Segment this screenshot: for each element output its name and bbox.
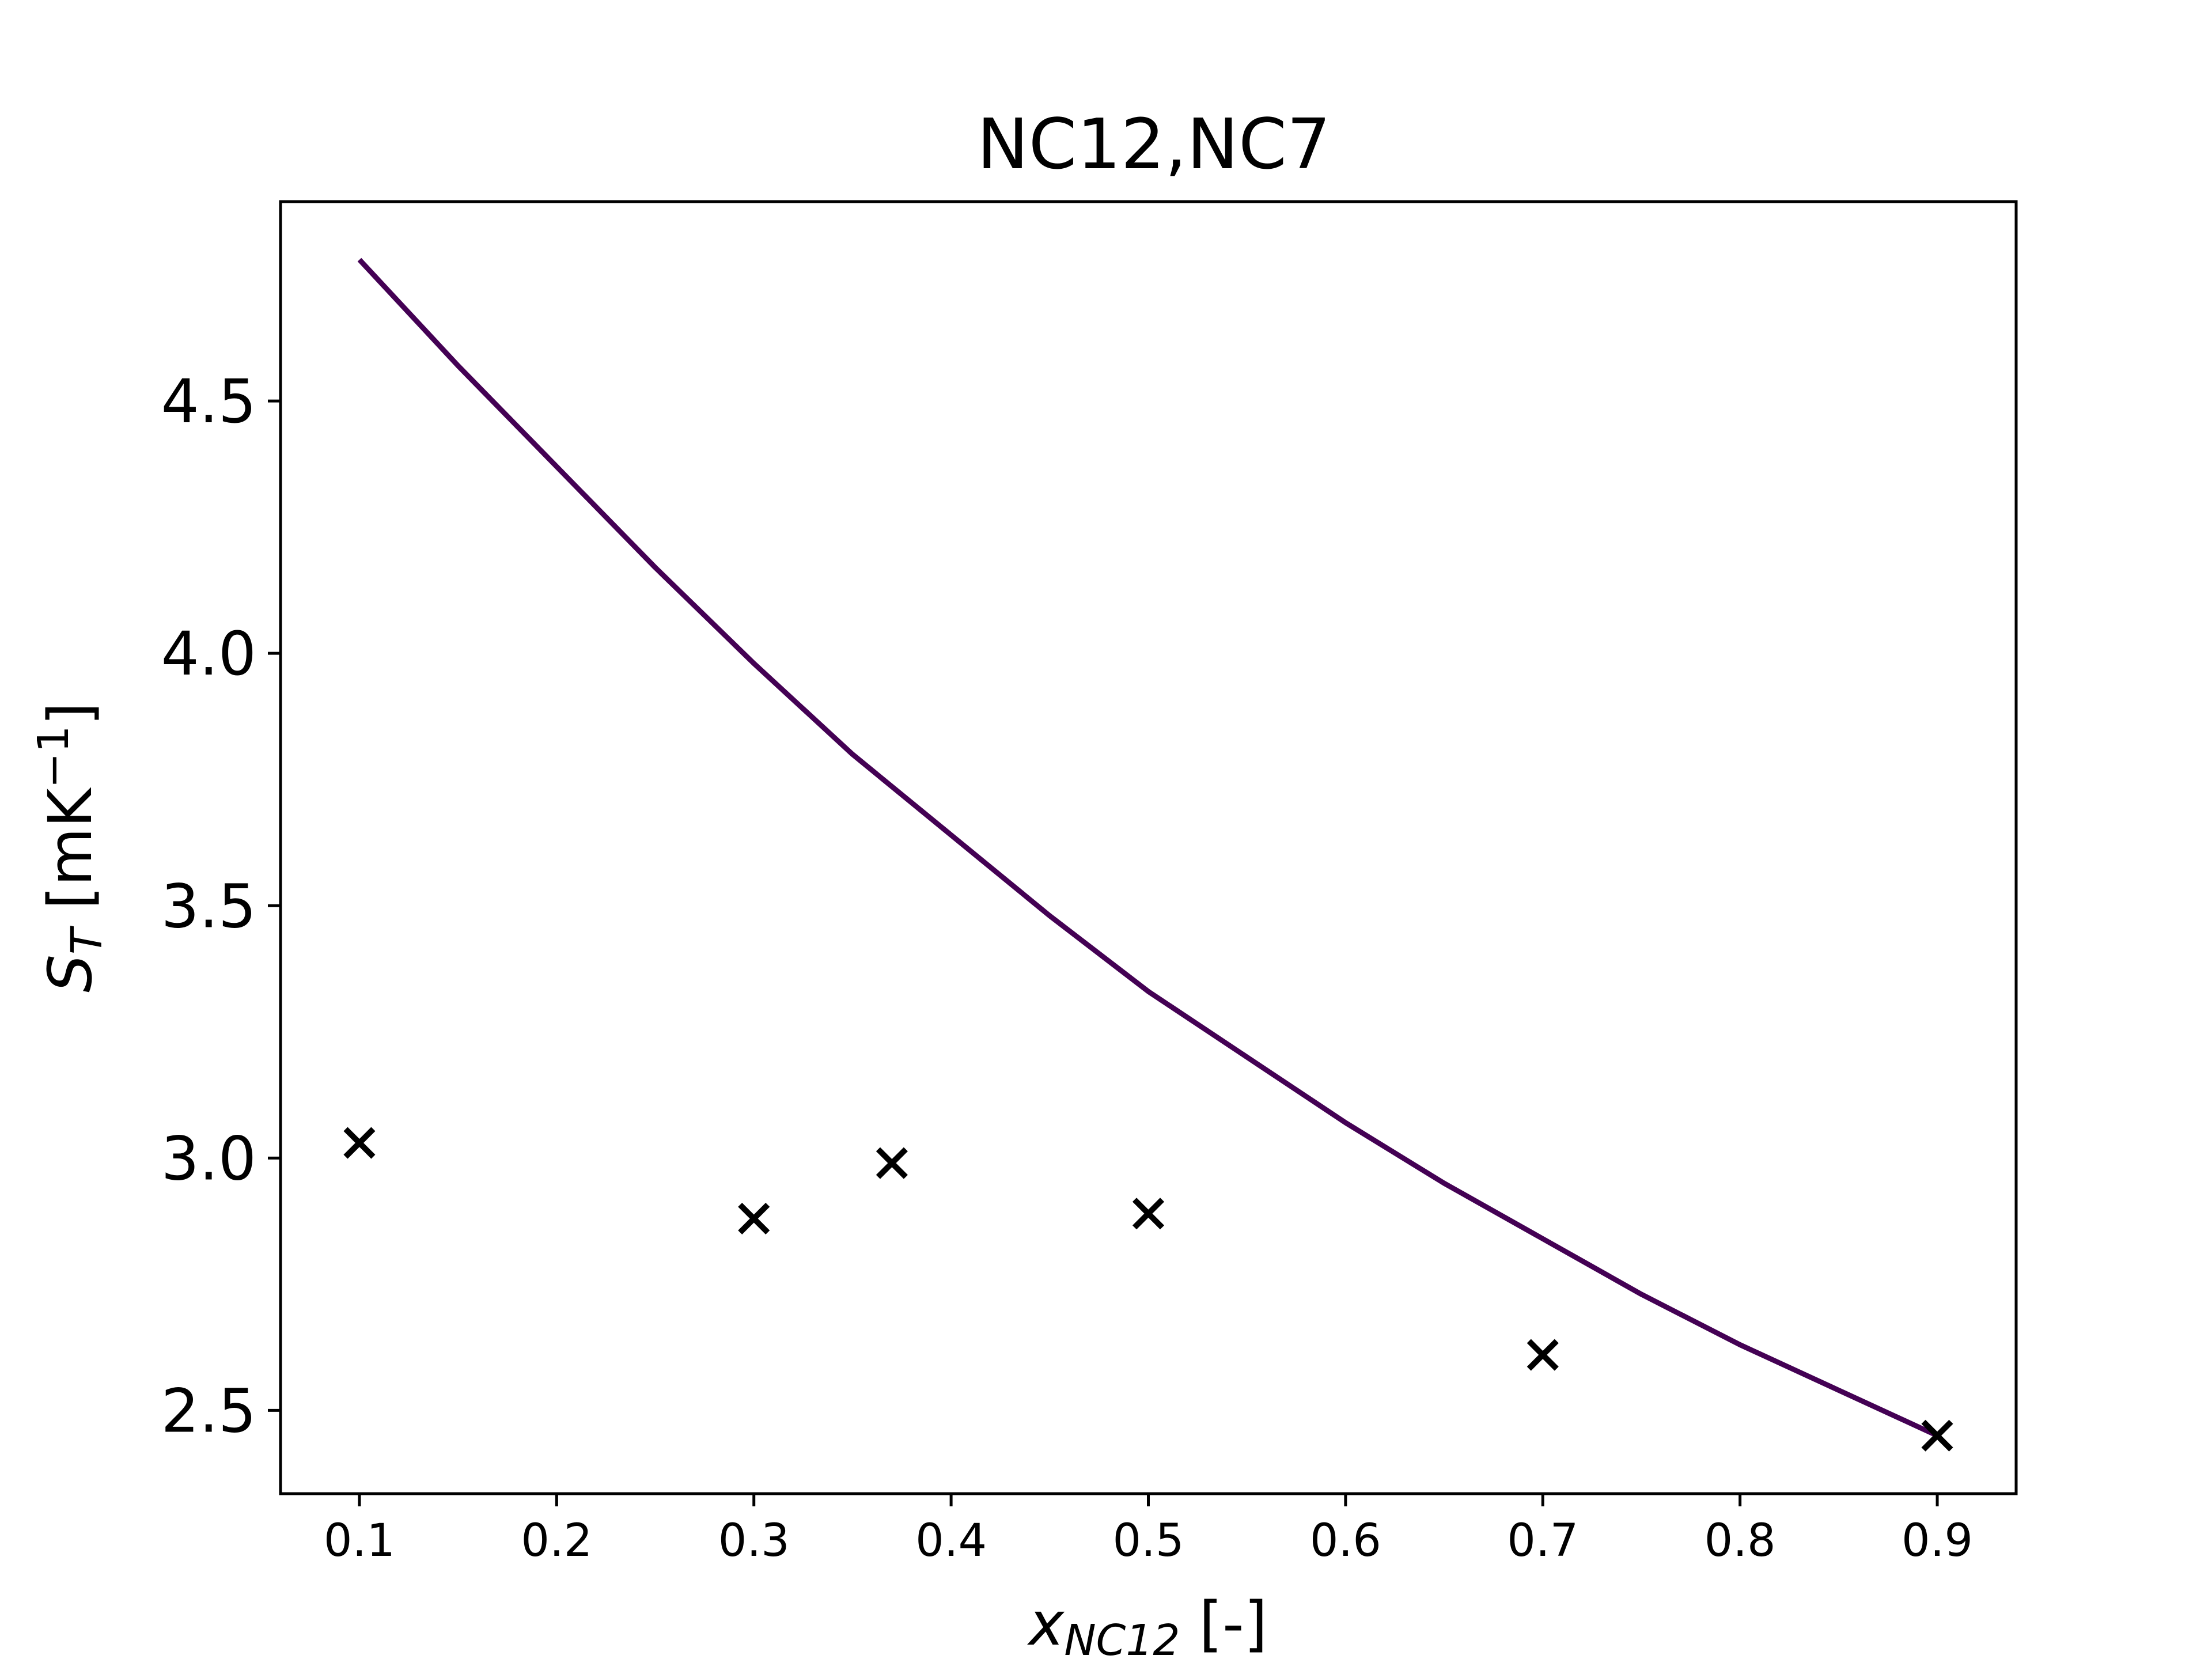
data-point-marker: [1527, 1339, 1559, 1371]
y-tick-label: 4.0: [161, 619, 256, 689]
y-axis-label-base: S: [35, 955, 105, 993]
y-axis-label-unit-close: ]: [35, 702, 105, 726]
series-layer: [343, 257, 1953, 1452]
x-tick-label: 0.7: [1507, 1515, 1578, 1567]
y-axis-label-unit-open: [mK: [35, 787, 105, 929]
plot-frame: [279, 200, 2018, 1495]
data-point-marker: [738, 1202, 770, 1235]
chart-title: NC12,NC7: [977, 105, 1331, 185]
x-axis-label-base: x: [1027, 1589, 1065, 1659]
data-point-marker: [876, 1147, 908, 1179]
data-point-marker: [1132, 1198, 1165, 1230]
y-axis-label-subscript: T: [62, 925, 112, 955]
y-tick-label: 3.5: [161, 871, 256, 941]
x-tick-label: 0.2: [521, 1515, 592, 1567]
y-tick-label: 4.5: [161, 366, 256, 437]
model-line: [357, 257, 1938, 1438]
y-axis-label: ST [mK−1]: [29, 702, 112, 993]
x-tick-label: 0.4: [915, 1515, 987, 1567]
x-axis-label-subscript: NC12: [1064, 1616, 1180, 1659]
x-tick-label: 0.3: [718, 1515, 790, 1567]
tick-layer: 0.1 0.2 0.3 0.4 0.5 0.6 0.7 0.8 0.9 2.5 3.0 3.5 4.0 4…: [161, 366, 1973, 1567]
x-tick-label: 0.9: [1902, 1515, 1973, 1567]
y-tick-label: 3.0: [161, 1123, 256, 1194]
x-tick-label: 0.8: [1705, 1515, 1776, 1567]
x-axis-label-suffix: [-]: [1180, 1589, 1268, 1659]
x-tick-label: 0.6: [1310, 1515, 1381, 1567]
x-tick-label: 0.1: [324, 1515, 395, 1567]
data-point-marker: [343, 1127, 376, 1159]
y-tick-label: 2.5: [161, 1376, 256, 1446]
y-axis-label-superscript: −1: [29, 726, 78, 789]
x-tick-label: 0.5: [1112, 1515, 1184, 1567]
x-axis-label: xNC12 [-]: [1027, 1589, 1267, 1659]
data-point-marker: [1921, 1419, 1953, 1452]
